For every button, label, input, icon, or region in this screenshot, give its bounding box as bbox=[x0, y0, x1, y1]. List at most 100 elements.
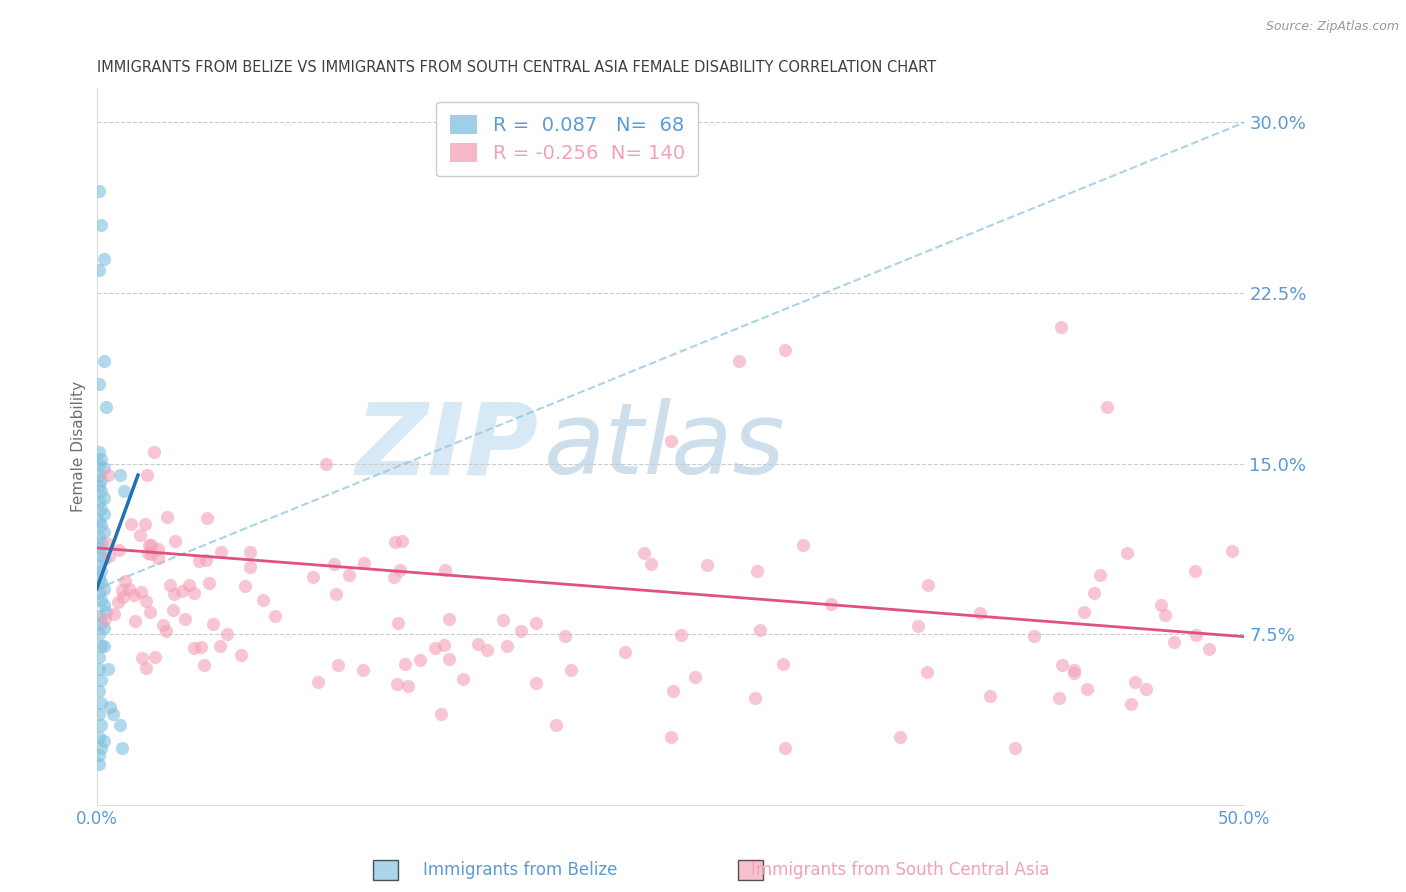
Point bbox=[337, 568, 360, 582]
Point bbox=[640, 557, 662, 571]
Point bbox=[90, 696, 112, 710]
Point bbox=[614, 645, 637, 659]
Point bbox=[93, 491, 115, 505]
Point bbox=[907, 619, 929, 633]
Point bbox=[93, 582, 115, 596]
Point bbox=[1063, 663, 1085, 677]
Point bbox=[87, 747, 110, 762]
Point bbox=[87, 468, 110, 483]
Point bbox=[90, 484, 112, 499]
Point bbox=[659, 434, 682, 448]
Point bbox=[135, 593, 157, 607]
Point bbox=[1073, 606, 1095, 620]
Point bbox=[1123, 675, 1146, 690]
Point bbox=[136, 546, 159, 560]
Point bbox=[1063, 665, 1085, 680]
Point bbox=[696, 558, 718, 572]
Point bbox=[138, 538, 160, 552]
Point bbox=[90, 536, 112, 550]
Point bbox=[120, 516, 142, 531]
Point bbox=[107, 595, 129, 609]
Text: ZIP: ZIP bbox=[356, 398, 538, 495]
Point bbox=[1119, 697, 1142, 711]
Point bbox=[139, 547, 162, 561]
Point bbox=[87, 661, 110, 675]
Point bbox=[146, 550, 169, 565]
Point bbox=[87, 684, 110, 698]
Point bbox=[111, 741, 134, 756]
Point bbox=[772, 657, 794, 672]
Point bbox=[96, 537, 118, 551]
Point bbox=[749, 623, 772, 637]
Point bbox=[90, 548, 112, 562]
Point bbox=[97, 468, 120, 483]
Point bbox=[1184, 565, 1206, 579]
Point bbox=[917, 578, 939, 592]
Point bbox=[87, 559, 110, 574]
Point bbox=[87, 627, 110, 641]
Point bbox=[90, 575, 112, 590]
Point bbox=[143, 650, 166, 665]
Point bbox=[155, 510, 177, 524]
Point bbox=[112, 484, 135, 499]
Point bbox=[1088, 567, 1111, 582]
Point bbox=[87, 514, 110, 528]
Point bbox=[93, 461, 115, 475]
Point bbox=[301, 570, 323, 584]
Point bbox=[159, 578, 181, 592]
Point bbox=[217, 627, 239, 641]
Point bbox=[93, 354, 115, 368]
Point bbox=[90, 741, 112, 756]
Point bbox=[97, 661, 120, 675]
Point bbox=[352, 663, 374, 677]
Point bbox=[93, 734, 115, 748]
Point bbox=[93, 598, 115, 612]
Point bbox=[183, 586, 205, 600]
Point bbox=[747, 564, 769, 578]
Point bbox=[1004, 741, 1026, 756]
Point bbox=[87, 479, 110, 493]
Point bbox=[100, 700, 122, 714]
Point bbox=[136, 468, 159, 483]
Point bbox=[143, 445, 166, 459]
Point bbox=[187, 554, 209, 568]
Point bbox=[437, 612, 460, 626]
Point bbox=[315, 457, 337, 471]
Point bbox=[233, 579, 256, 593]
Point bbox=[307, 675, 329, 690]
Text: Immigrants from Belize: Immigrants from Belize bbox=[423, 861, 617, 879]
Point bbox=[118, 582, 141, 596]
Point bbox=[129, 585, 152, 599]
Point bbox=[496, 639, 519, 653]
Point bbox=[1076, 681, 1098, 696]
Point bbox=[792, 538, 814, 552]
Legend: R =  0.087   N=  68, R = -0.256  N= 140: R = 0.087 N= 68, R = -0.256 N= 140 bbox=[436, 102, 699, 177]
Point bbox=[152, 617, 174, 632]
Point bbox=[134, 517, 156, 532]
Point bbox=[122, 588, 145, 602]
Point bbox=[1154, 607, 1177, 622]
Point bbox=[391, 534, 413, 549]
Point bbox=[554, 629, 576, 643]
Point bbox=[202, 617, 225, 632]
Point bbox=[526, 676, 548, 690]
Point bbox=[744, 690, 766, 705]
Point bbox=[385, 677, 408, 691]
Point bbox=[683, 670, 706, 684]
Point bbox=[387, 616, 409, 631]
Point bbox=[111, 583, 134, 598]
Point bbox=[560, 663, 582, 677]
Point bbox=[135, 661, 157, 675]
Point bbox=[87, 650, 110, 665]
Point bbox=[172, 584, 194, 599]
Point bbox=[174, 611, 197, 625]
Point bbox=[633, 546, 655, 560]
Point bbox=[661, 684, 683, 698]
Point bbox=[193, 657, 215, 672]
Point bbox=[437, 652, 460, 666]
Point bbox=[1049, 320, 1071, 334]
Point bbox=[93, 507, 115, 521]
Point bbox=[669, 627, 692, 641]
Point bbox=[90, 452, 112, 467]
Point bbox=[90, 218, 112, 232]
